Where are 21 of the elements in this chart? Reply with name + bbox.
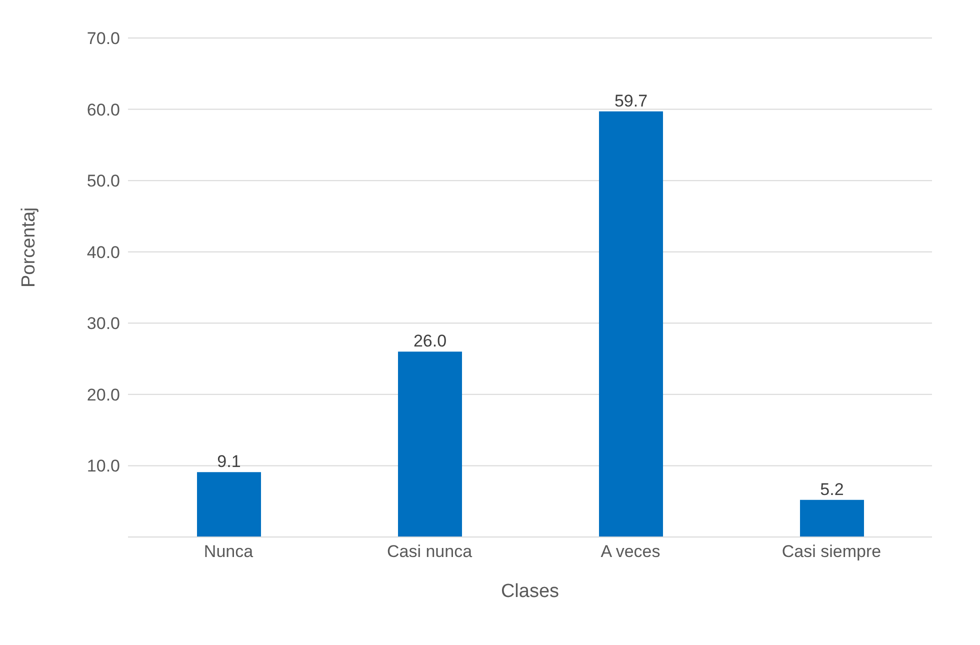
y-tick-label: 30.0 [86, 314, 120, 334]
x-axis-title: Clases [500, 581, 560, 602]
data-label: 26.0 [413, 332, 447, 351]
y-tick-label: 10.0 [86, 456, 120, 476]
y-tick-label: 50.0 [86, 172, 120, 191]
data-label: 5.2 [820, 480, 844, 499]
y-tick-label: 60.0 [86, 100, 120, 120]
bar [197, 472, 261, 537]
bar [398, 352, 462, 537]
data-label: 9.1 [217, 452, 241, 472]
y-tick-label: 40.0 [86, 242, 120, 262]
bar [800, 500, 864, 537]
data-label: 59.7 [614, 91, 648, 110]
y-tick-label: 20.0 [86, 385, 120, 404]
y-axis-title: Porcentaj [18, 207, 40, 288]
y-tick-label: 70.0 [86, 29, 120, 48]
x-tick-label: Casi siempre [782, 542, 882, 562]
bar [599, 111, 663, 537]
x-tick-label: A veces [600, 542, 660, 562]
x-tick-label: Casi nunca [386, 542, 473, 562]
x-tick-label: Nunca [204, 542, 254, 562]
